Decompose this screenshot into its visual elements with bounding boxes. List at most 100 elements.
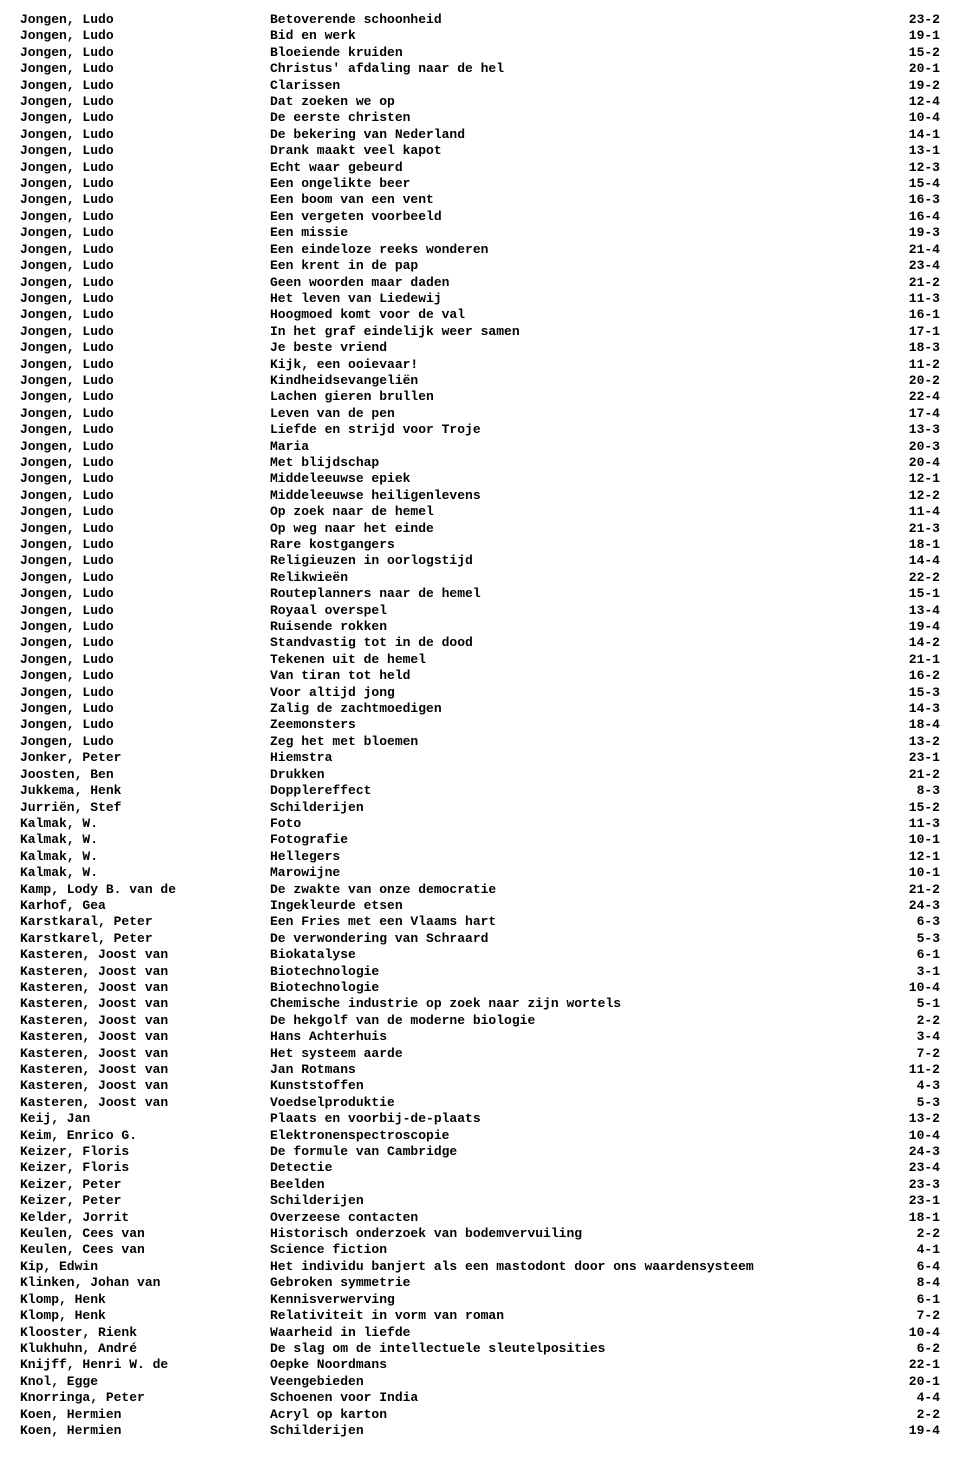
- title-cell: Schoenen voor India: [270, 1390, 895, 1406]
- list-row: Jongen, LudoMet blijdschap20-4: [20, 455, 940, 471]
- list-row: Jurriën, StefSchilderijen15-2: [20, 800, 940, 816]
- code-cell: 10-4: [895, 1128, 940, 1144]
- code-cell: 21-4: [895, 242, 940, 258]
- list-row: Knorringa, PeterSchoenen voor India4-4: [20, 1390, 940, 1406]
- code-cell: 3-4: [895, 1029, 940, 1045]
- title-cell: Elektronenspectroscopie: [270, 1128, 895, 1144]
- code-cell: 15-2: [895, 800, 940, 816]
- author-cell: Keizer, Peter: [20, 1177, 270, 1193]
- list-row: Kalmak, W.Hellegers12-1: [20, 849, 940, 865]
- list-row: Kasteren, Joost vanChemische industrie o…: [20, 996, 940, 1012]
- list-row: Jongen, LudoOp zoek naar de hemel11-4: [20, 504, 940, 520]
- title-cell: Schilderijen: [270, 1193, 895, 1209]
- list-row: Keizer, PeterSchilderijen23-1: [20, 1193, 940, 1209]
- title-cell: Ruisende rokken: [270, 619, 895, 635]
- title-cell: Hiemstra: [270, 750, 895, 766]
- code-cell: 16-3: [895, 192, 940, 208]
- author-cell: Keij, Jan: [20, 1111, 270, 1127]
- author-cell: Kelder, Jorrit: [20, 1210, 270, 1226]
- code-cell: 23-1: [895, 1193, 940, 1209]
- title-cell: Een missie: [270, 225, 895, 241]
- list-row: Kasteren, Joost vanBiotechnologie10-4: [20, 980, 940, 996]
- author-cell: Jongen, Ludo: [20, 471, 270, 487]
- code-cell: 6-2: [895, 1341, 940, 1357]
- code-cell: 22-2: [895, 570, 940, 586]
- title-cell: Biotechnologie: [270, 964, 895, 980]
- list-row: Jongen, LudoMiddeleeuwse epiek12-1: [20, 471, 940, 487]
- list-row: Klomp, HenkKennisverwerving6-1: [20, 1292, 940, 1308]
- author-cell: Kalmak, W.: [20, 865, 270, 881]
- title-cell: Maria: [270, 439, 895, 455]
- list-row: Jongen, LudoMiddeleeuwse heiligenlevens1…: [20, 488, 940, 504]
- title-cell: Middeleeuwse heiligenlevens: [270, 488, 895, 504]
- title-cell: Overzeese contacten: [270, 1210, 895, 1226]
- list-row: Jongen, LudoLachen gieren brullen22-4: [20, 389, 940, 405]
- list-row: Kalmak, W.Marowijne10-1: [20, 865, 940, 881]
- code-cell: 19-4: [895, 619, 940, 635]
- title-cell: De verwondering van Schraard: [270, 931, 895, 947]
- author-cell: Koen, Hermien: [20, 1423, 270, 1439]
- author-cell: Karstkarel, Peter: [20, 931, 270, 947]
- code-cell: 18-1: [895, 537, 940, 553]
- title-cell: Echt waar gebeurd: [270, 160, 895, 176]
- title-cell: Kindheidsevangeliën: [270, 373, 895, 389]
- author-cell: Klomp, Henk: [20, 1292, 270, 1308]
- list-row: Kip, EdwinHet individu banjert als een m…: [20, 1259, 940, 1275]
- author-cell: Jongen, Ludo: [20, 439, 270, 455]
- code-cell: 23-3: [895, 1177, 940, 1193]
- title-cell: Liefde en strijd voor Troje: [270, 422, 895, 438]
- code-cell: 24-3: [895, 898, 940, 914]
- list-row: Kalmak, W.Foto11-3: [20, 816, 940, 832]
- code-cell: 5-3: [895, 931, 940, 947]
- list-row: Kasteren, Joost vanVoedselproduktie5-3: [20, 1095, 940, 1111]
- title-cell: Zalig de zachtmoedigen: [270, 701, 895, 717]
- list-row: Jongen, LudoClarissen19-2: [20, 78, 940, 94]
- code-cell: 11-2: [895, 357, 940, 373]
- code-cell: 3-1: [895, 964, 940, 980]
- code-cell: 2-2: [895, 1013, 940, 1029]
- title-cell: Een krent in de pap: [270, 258, 895, 274]
- code-cell: 10-4: [895, 1325, 940, 1341]
- title-cell: Lachen gieren brullen: [270, 389, 895, 405]
- list-row: Jongen, LudoVan tiran tot held16-2: [20, 668, 940, 684]
- code-cell: 20-2: [895, 373, 940, 389]
- code-cell: 15-3: [895, 685, 940, 701]
- title-cell: Geen woorden maar daden: [270, 275, 895, 291]
- code-cell: 4-1: [895, 1242, 940, 1258]
- list-row: Jongen, LudoZalig de zachtmoedigen14-3: [20, 701, 940, 717]
- code-cell: 6-1: [895, 947, 940, 963]
- author-cell: Kasteren, Joost van: [20, 964, 270, 980]
- author-cell: Kasteren, Joost van: [20, 1095, 270, 1111]
- code-cell: 18-3: [895, 340, 940, 356]
- author-cell: Kalmak, W.: [20, 816, 270, 832]
- author-cell: Jongen, Ludo: [20, 160, 270, 176]
- code-cell: 12-4: [895, 94, 940, 110]
- code-cell: 19-2: [895, 78, 940, 94]
- title-cell: Standvastig tot in de dood: [270, 635, 895, 651]
- code-cell: 5-1: [895, 996, 940, 1012]
- code-cell: 13-1: [895, 143, 940, 159]
- author-cell: Jongen, Ludo: [20, 242, 270, 258]
- code-cell: 21-2: [895, 882, 940, 898]
- author-cell: Kasteren, Joost van: [20, 1013, 270, 1029]
- author-cell: Jongen, Ludo: [20, 45, 270, 61]
- title-cell: Chemische industrie op zoek naar zijn wo…: [270, 996, 895, 1012]
- list-row: Jongen, LudoStandvastig tot in de dood14…: [20, 635, 940, 651]
- author-cell: Kasteren, Joost van: [20, 1078, 270, 1094]
- title-cell: Bid en werk: [270, 28, 895, 44]
- code-cell: 12-1: [895, 471, 940, 487]
- title-cell: Middeleeuwse epiek: [270, 471, 895, 487]
- author-cell: Kasteren, Joost van: [20, 1046, 270, 1062]
- author-cell: Jongen, Ludo: [20, 324, 270, 340]
- title-cell: Plaats en voorbij-de-plaats: [270, 1111, 895, 1127]
- list-row: Kasteren, Joost vanHans Achterhuis3-4: [20, 1029, 940, 1045]
- author-cell: Jongen, Ludo: [20, 685, 270, 701]
- code-cell: 13-2: [895, 1111, 940, 1127]
- author-cell: Jongen, Ludo: [20, 717, 270, 733]
- author-cell: Kasteren, Joost van: [20, 996, 270, 1012]
- title-cell: Relativiteit in vorm van roman: [270, 1308, 895, 1324]
- code-cell: 24-3: [895, 1144, 940, 1160]
- author-cell: Keizer, Peter: [20, 1193, 270, 1209]
- author-cell: Jongen, Ludo: [20, 94, 270, 110]
- title-cell: De hekgolf van de moderne biologie: [270, 1013, 895, 1029]
